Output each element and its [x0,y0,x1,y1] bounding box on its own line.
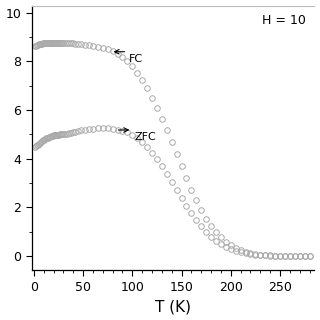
Text: ZFC: ZFC [134,132,156,142]
Text: H = 10: H = 10 [262,13,306,27]
X-axis label: T (K): T (K) [155,300,191,315]
Text: FC: FC [129,54,143,64]
